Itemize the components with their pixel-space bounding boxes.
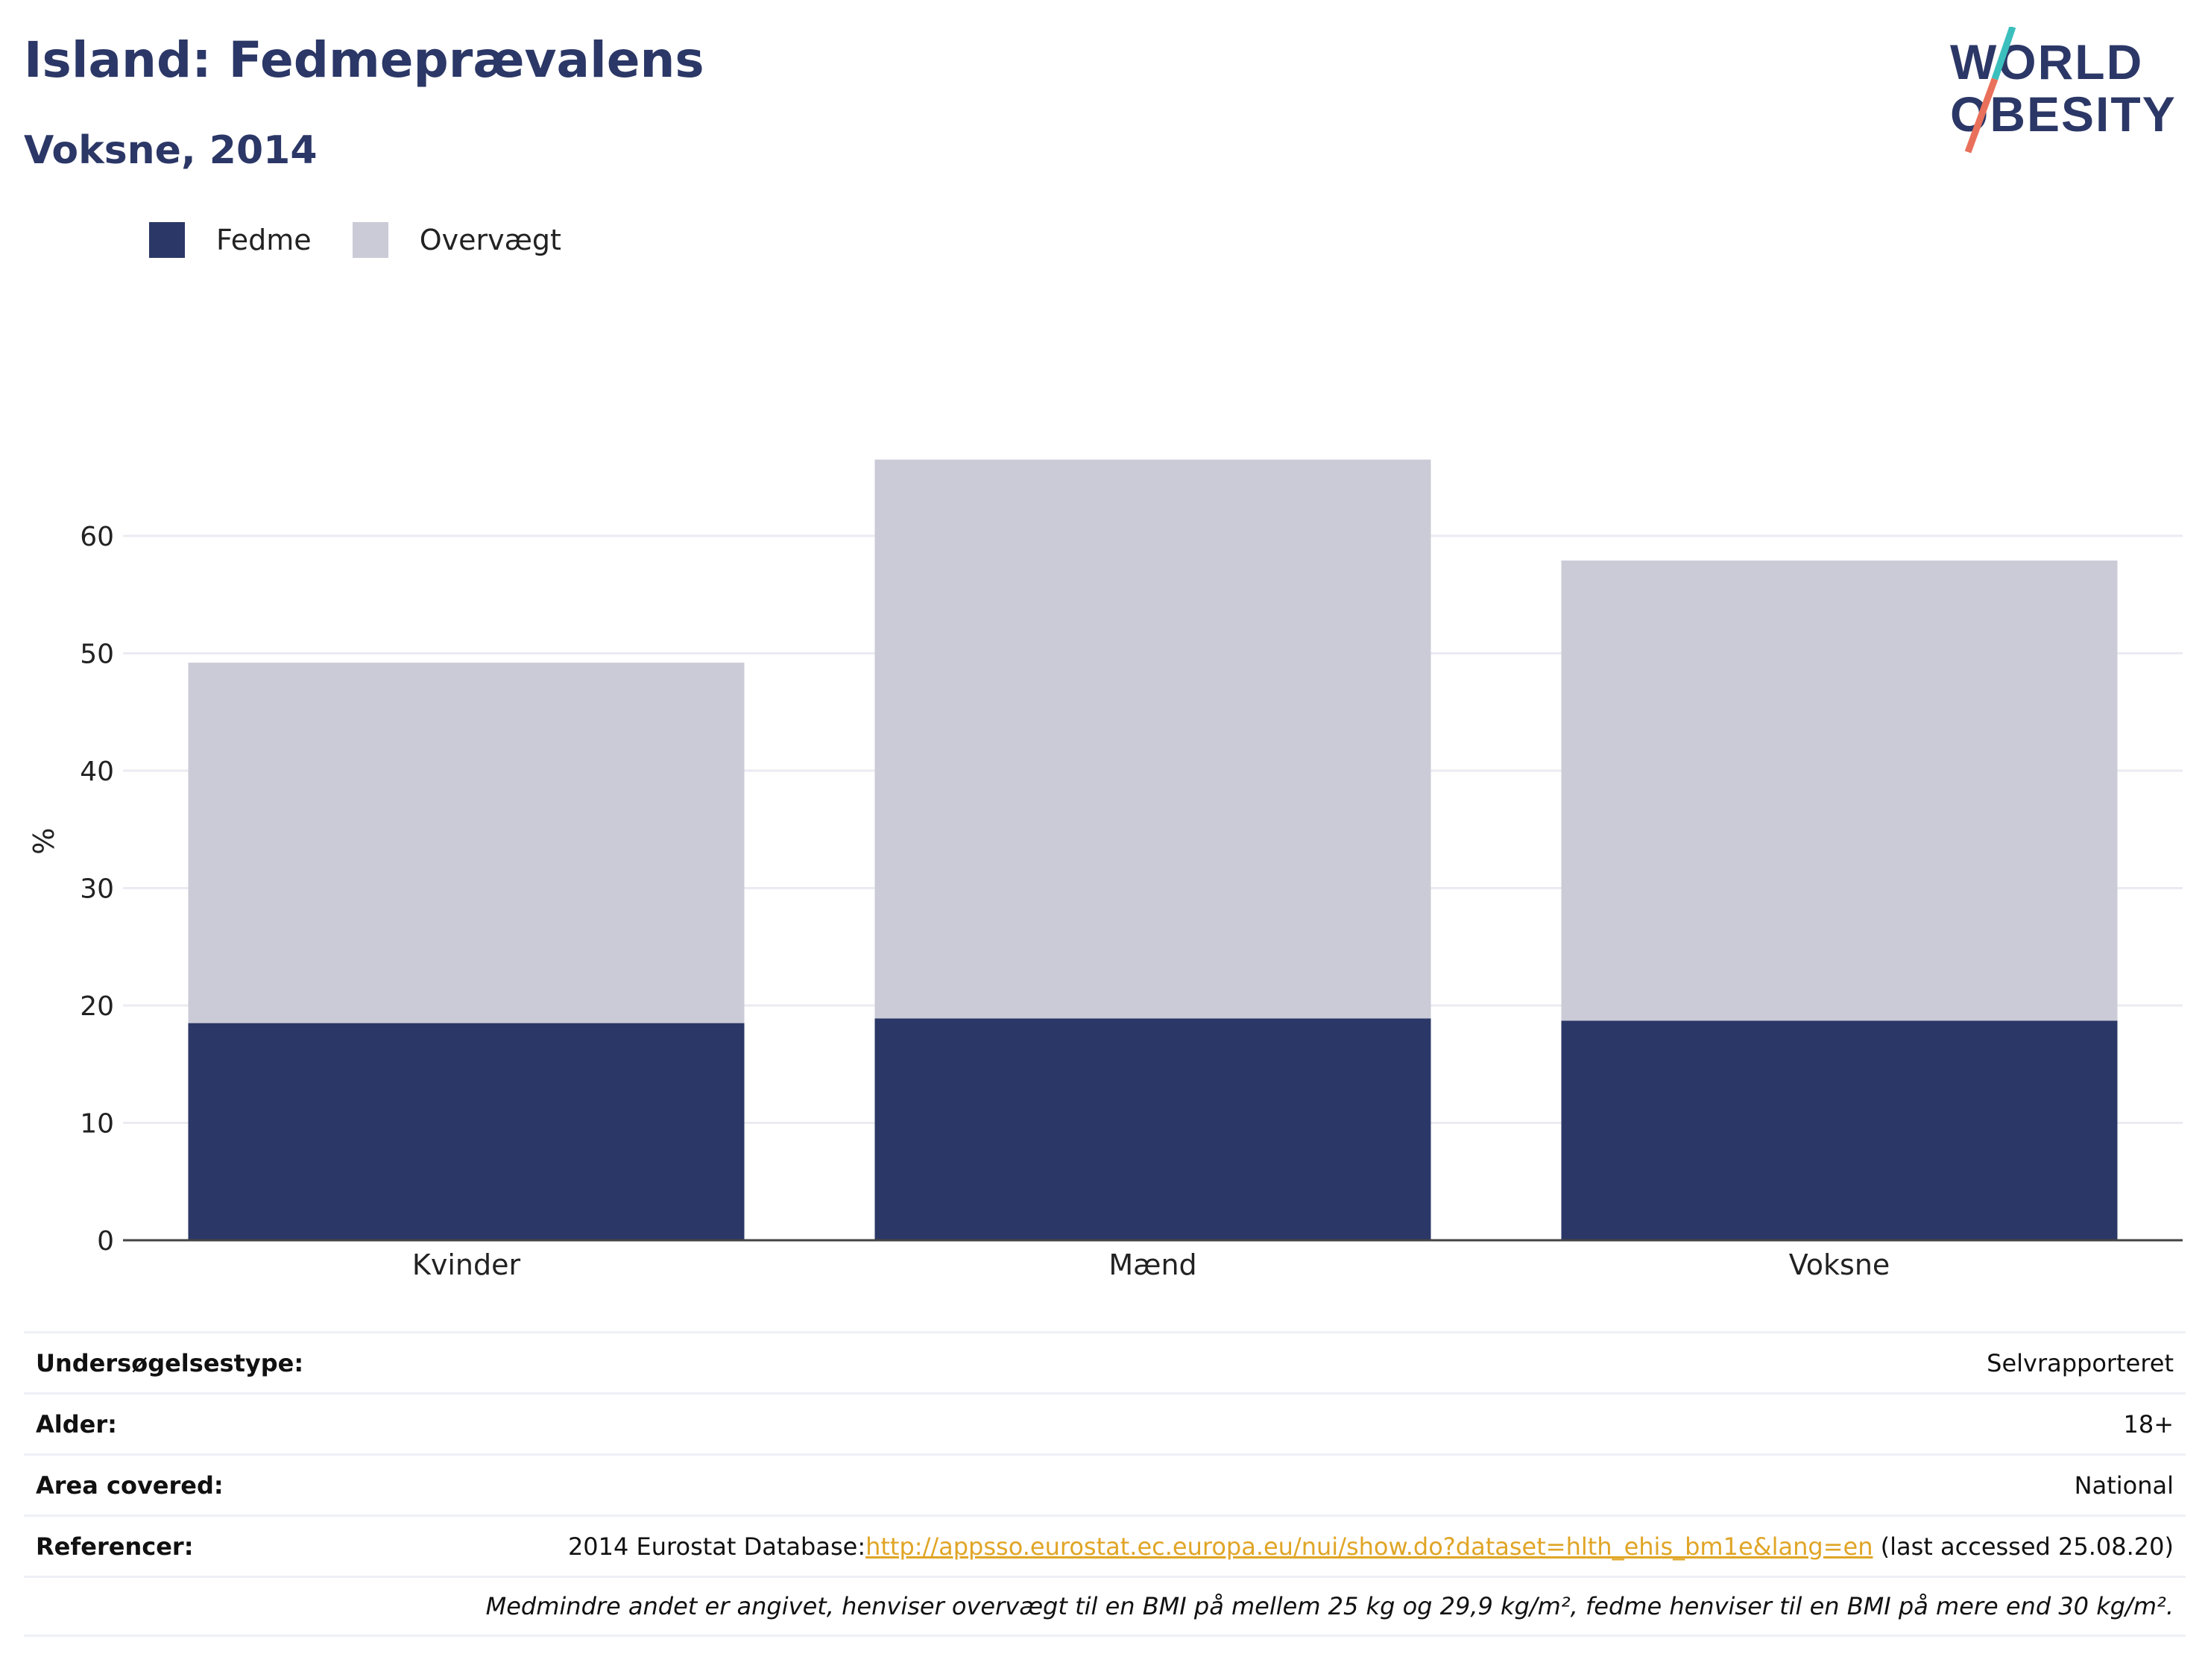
x-tick-label: Voksne [1789, 1248, 1890, 1281]
reference-link[interactable]: http://appsso.eurostat.ec.europa.eu/nui/… [865, 1532, 1873, 1561]
info-value: 2014 Eurostat Database:http://appsso.eur… [568, 1532, 2174, 1561]
x-tick-label: Kvinder [412, 1248, 521, 1281]
info-value: National [2074, 1471, 2174, 1500]
info-row-area: Area covered: National [24, 1453, 2186, 1515]
y-axis-label: % [28, 827, 60, 854]
y-tick-label: 60 [80, 522, 114, 552]
info-key: Alder: [36, 1409, 117, 1439]
reference-suffix: (last accessed 25.08.20) [1873, 1532, 2174, 1561]
info-value: Selvrapporteret [1987, 1348, 2174, 1377]
legend-swatch-overvaegt [352, 222, 388, 258]
info-row-references: Referencer: 2014 Eurostat Database:http:… [24, 1515, 2186, 1576]
world-obesity-logo: WORLD OBESITY [1950, 27, 2175, 154]
bar-fedme-0 [188, 1023, 745, 1240]
footnote: Medmindre andet er angivet, henviser ove… [485, 1592, 2174, 1620]
legend-label-fedme: Fedme [216, 224, 312, 256]
info-row-age: Alder: 18+ [24, 1392, 2186, 1453]
x-tick-label: Mænd [1108, 1248, 1196, 1281]
stacked-bar-chart: 0 10 20 30 40 50 60% Kvinder Mænd Voksne [28, 459, 2183, 1281]
y-tick-label: 10 [80, 1109, 114, 1140]
y-tick-label: 30 [80, 874, 114, 905]
bar-overvaegt-0 [188, 663, 745, 1023]
page-subtitle: Voksne, 2014 [24, 128, 318, 173]
y-tick-label: 40 [80, 757, 114, 787]
info-row-survey-type: Undersøgelsestype: Selvrapporteret [24, 1331, 2186, 1392]
bar-fedme-1 [874, 1018, 1431, 1240]
y-tick-label: 50 [80, 640, 114, 670]
y-tick-label: 0 [97, 1226, 114, 1257]
legend-item-overvaegt[interactable]: Overvægt [352, 222, 561, 258]
info-key: Referencer: [36, 1532, 194, 1561]
y-tick-label: 20 [80, 991, 114, 1022]
info-value: 18+ [2123, 1409, 2174, 1439]
bar-overvaegt-2 [1561, 560, 2118, 1021]
info-key: Area covered: [36, 1471, 224, 1500]
info-row-footnote: Medmindre andet er angivet, henviser ove… [24, 1576, 2186, 1637]
page-title: Island: Fedmeprævalens [24, 31, 704, 89]
bar-overvaegt-1 [874, 459, 1431, 1019]
chart-legend: Fedme Overvægt [149, 222, 602, 258]
legend-swatch-fedme [149, 222, 185, 258]
legend-label-overvaegt: Overvægt [419, 224, 561, 256]
info-table: Undersøgelsestype: Selvrapporteret Alder… [24, 1331, 2186, 1637]
bar-fedme-2 [1561, 1020, 2118, 1240]
svg-text:WORLD: WORLD [1950, 34, 2143, 89]
legend-item-fedme[interactable]: Fedme [149, 222, 312, 258]
reference-prefix: 2014 Eurostat Database: [567, 1532, 866, 1561]
info-key: Undersøgelsestype: [36, 1348, 304, 1377]
